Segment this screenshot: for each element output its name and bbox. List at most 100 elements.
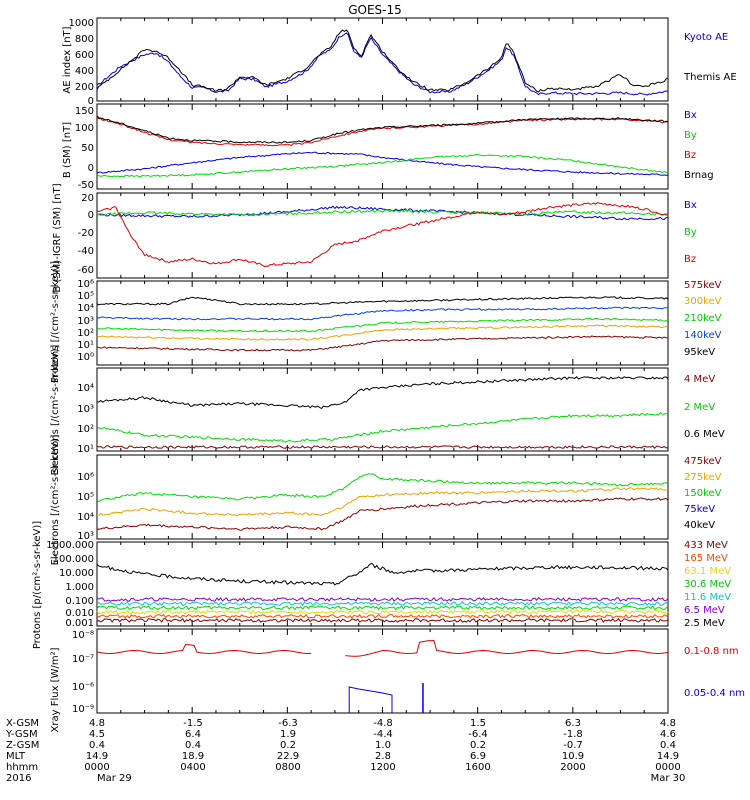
y-axis-label: AE index [nT]: [62, 26, 73, 93]
y-axis-label: Protons [p/(cm²-s-sr-keV)]: [32, 521, 43, 649]
series-line: [96, 117, 669, 147]
panel-4-ticks: 10⁶ 10⁵ 10⁴ 10³ 10² 10¹ 10⁰: [77, 279, 94, 363]
legend-entry: 2.5 MeV: [684, 618, 725, 629]
series-line: [96, 609, 669, 615]
ephemeris-cell: -6.3: [278, 718, 298, 729]
ephemeris-cell: 1.0: [375, 740, 391, 751]
ephemeris-cell: 0.2: [470, 740, 486, 751]
ephemeris-cell: 1200: [370, 762, 395, 773]
tick-label: 100.000: [53, 554, 94, 565]
y-axis-label: Xray Flux [W/m²]: [50, 647, 61, 732]
ephemeris-cell: 0000: [84, 762, 109, 773]
series-line: [97, 209, 668, 217]
tick-label: 10⁴: [77, 303, 94, 314]
tick-label: 50: [81, 143, 94, 154]
y-axis-label: Electrons [/(cm²-s-sr-keV)]: [50, 435, 61, 566]
panel-1-ticks: 1000 800 600 400 200 0: [69, 18, 94, 107]
legend-entry: 0.05-0.4 nm: [684, 688, 745, 699]
series-line: [96, 153, 669, 178]
series-line: [96, 151, 669, 176]
ephemeris-cell: -6.4: [468, 729, 488, 740]
tick-label: 0.100: [65, 596, 94, 607]
tick-label: -60: [78, 265, 94, 276]
legend-entry: Brnag: [684, 170, 714, 181]
ephemeris-cell: 0.4: [660, 740, 676, 751]
panel-frame: [96, 367, 669, 452]
tick-label: 10⁴: [77, 383, 94, 394]
series-line: [96, 562, 669, 586]
ephemeris-cell: 6.9: [470, 751, 486, 762]
series-line: [96, 317, 669, 333]
tick-label: 10⁶: [77, 472, 94, 483]
series-line: [96, 473, 669, 503]
series-line: [96, 618, 669, 623]
ephemeris-cell: -4.8: [373, 718, 393, 729]
tick-label: 0: [88, 163, 94, 174]
series-line: [96, 202, 669, 268]
ephemeris-cell: 1.9: [280, 729, 296, 740]
legend-entry: By: [684, 227, 697, 238]
tick-label: 10²: [77, 424, 94, 435]
panel-frame: [96, 192, 669, 279]
series-line: [96, 605, 669, 611]
row-label: 2016: [6, 773, 31, 784]
tick-label: 10⁰: [77, 352, 94, 363]
legend-entry: 11.6 MeV: [684, 592, 731, 603]
legend-entry: 30.6 MeV: [684, 579, 731, 590]
ephemeris-cell: Mar 29: [97, 773, 132, 784]
legend-entry: Bz: [684, 150, 696, 161]
legend-entry: 165 MeV: [684, 553, 728, 564]
series-line: [96, 32, 669, 96]
ephemeris-cell: 0.4: [185, 740, 201, 751]
panel-frame: [96, 17, 669, 102]
row-label: Z-GSM: [6, 740, 39, 751]
panel-2-ticks: 150 100 50 0 -50: [75, 106, 94, 191]
tick-label: 10⁻⁷: [72, 654, 94, 665]
panel-frame: [96, 454, 669, 540]
legend-entry: 0.6 MeV: [684, 429, 725, 440]
series-line: [96, 324, 669, 341]
ephemeris-cell: 2.8: [375, 751, 391, 762]
tick-label: 150: [75, 106, 94, 117]
legend-entry: Kyoto AE: [684, 32, 728, 43]
series-line: [96, 445, 669, 449]
legend-entry: 300keV: [684, 296, 722, 307]
series-line: [96, 411, 669, 443]
row-label: MLT: [6, 751, 26, 762]
panel-6-ticks: 10⁶ 10⁵ 10⁴ 10³: [77, 472, 94, 542]
tick-label: 10³: [77, 531, 94, 542]
legend-entry: 40keV: [684, 520, 715, 531]
tick-label: 1000: [69, 18, 94, 29]
series-line: [96, 487, 669, 517]
series-line: [96, 306, 669, 321]
tick-label: 1000.000: [46, 540, 94, 551]
tick-label: 10³: [77, 316, 94, 327]
panel-7-ticks: 1000.000 100.000 10.000 1.000 0.100 0.01…: [46, 540, 94, 629]
tick-label: 10⁻⁹: [72, 704, 94, 715]
tick-label: 0.001: [65, 618, 94, 629]
ephemeris-cell: 0.4: [89, 740, 105, 751]
legend-entry: 275keV: [684, 472, 722, 483]
y-axis-label: Protons [/(cm²-s-sr-keV)]: [50, 261, 61, 383]
series-line: [348, 686, 393, 713]
tick-label: 10¹: [77, 444, 94, 455]
legend-entry: 75keV: [684, 504, 715, 515]
legend-entry: 95keV: [684, 347, 715, 358]
ephemeris-cell: 2000: [560, 762, 585, 773]
tick-label: 400: [75, 66, 94, 77]
ephemeris-cell: 14.9: [657, 751, 679, 762]
tick-label: 10⁵: [77, 291, 94, 302]
legend-entry: 63.1 MeV: [684, 566, 731, 577]
ephemeris-cell: 1600: [465, 762, 490, 773]
y-axis-label: B (SM)-IGRF (SM) [nT]: [52, 183, 63, 292]
row-label: Y-GSM: [5, 729, 38, 740]
y-axis-label: B (SM) [nT]: [62, 122, 73, 178]
legend-entry: 433 MeV: [684, 540, 728, 551]
ephemeris-cell: 14.9: [86, 751, 108, 762]
legend-entry: Themis AE: [683, 72, 737, 83]
panel-5-ticks: 10⁴ 10³ 10² 10¹: [77, 383, 94, 455]
ephemeris-cell: 4.8: [89, 718, 105, 729]
series-line: [96, 205, 668, 221]
